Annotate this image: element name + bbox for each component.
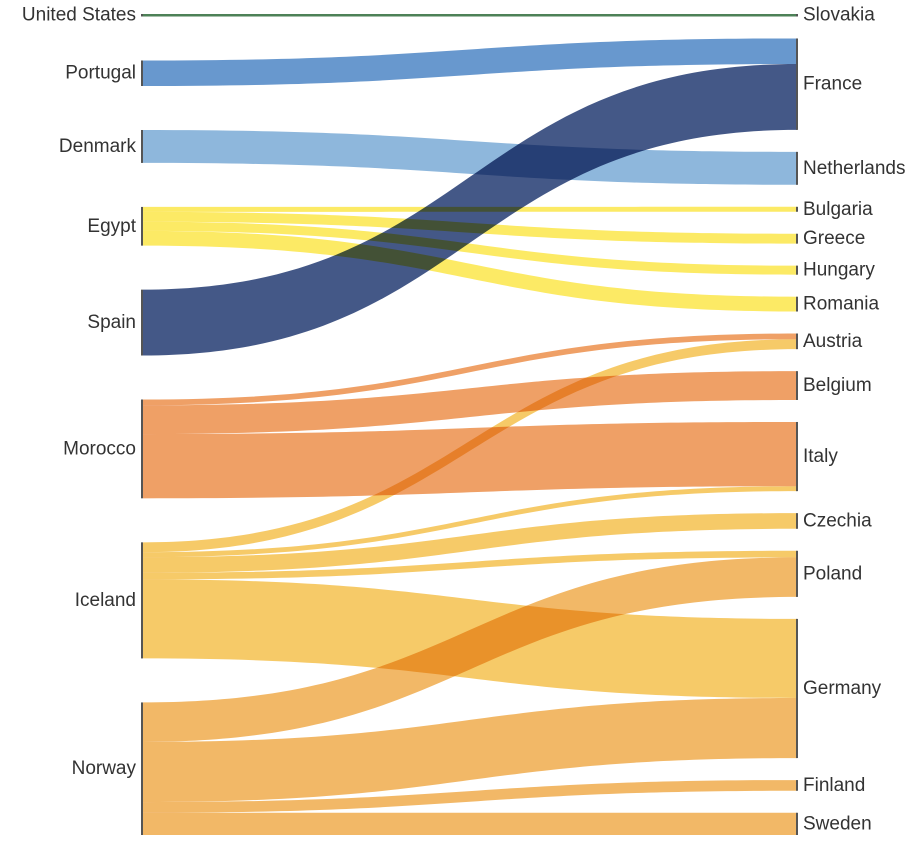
- target-node-hungary: [796, 265, 798, 275]
- flow-iceland-to-czechia: [143, 513, 797, 573]
- source-label-denmark: Denmark: [59, 136, 137, 157]
- target-node-sweden: [796, 812, 798, 835]
- flow-iceland-to-austria: [143, 339, 797, 553]
- target-node-poland: [796, 550, 798, 597]
- flow-norway-to-sweden: [143, 812, 797, 835]
- label-layer: United States Portugal Denmark Egypt Spain Mo…: [22, 5, 906, 835]
- flow-egypt-to-hungary: [143, 221, 797, 275]
- flow-layer: [143, 14, 797, 835]
- flow-denmark-to-netherlands: [143, 129, 797, 185]
- target-label-romania: Romania: [803, 294, 879, 315]
- target-node-netherlands: [796, 151, 798, 185]
- flow-portugal-to-france: [143, 38, 797, 86]
- flow-iceland-to-italy: [143, 486, 797, 558]
- target-node-finland: [796, 780, 798, 791]
- flow-spain-to-france: [143, 63, 797, 356]
- source-node-morocco: [141, 399, 143, 499]
- source-node-portugal: [141, 60, 143, 86]
- source-label-morocco: Morocco: [63, 438, 136, 459]
- source-node-spain: [141, 289, 143, 356]
- target-label-italy: Italy: [803, 446, 838, 467]
- target-node-bulgaria: [796, 206, 798, 212]
- target-label-belgium: Belgium: [803, 375, 872, 396]
- source-label-iceland: Iceland: [75, 590, 136, 611]
- target-label-france: France: [803, 74, 862, 95]
- target-label-slovakia: Slovakia: [803, 5, 875, 26]
- flow-norway-to-germany: [143, 697, 797, 803]
- target-node-greece: [796, 233, 798, 244]
- source-node-denmark: [141, 129, 143, 163]
- target-node-austria: [796, 333, 798, 350]
- source-label-united-states: United States: [22, 5, 136, 26]
- flow-norway-to-poland: [143, 557, 797, 742]
- source-node-iceland: [141, 542, 143, 659]
- target-node-romania: [796, 296, 798, 312]
- flow-morocco-to-belgium: [143, 371, 797, 435]
- flow-iceland-to-poland: [143, 550, 797, 580]
- flow-egypt-to-romania: [143, 230, 797, 312]
- flow-norway-to-finland: [143, 780, 797, 813]
- node-layer: [141, 14, 798, 835]
- target-node-germany: [796, 618, 798, 759]
- target-node-italy: [796, 421, 798, 492]
- source-label-egypt: Egypt: [87, 216, 136, 237]
- source-label-portugal: Portugal: [65, 63, 136, 84]
- target-label-sweden: Sweden: [803, 813, 872, 834]
- target-node-czechia: [796, 513, 798, 529]
- source-node-united-states: [141, 14, 143, 17]
- target-label-finland: Finland: [803, 775, 865, 796]
- source-node-norway: [141, 702, 143, 835]
- target-label-poland: Poland: [803, 563, 862, 584]
- target-label-netherlands: Netherlands: [803, 158, 905, 179]
- source-node-egypt: [141, 206, 143, 246]
- target-node-belgium: [796, 371, 798, 400]
- target-label-austria: Austria: [803, 331, 863, 352]
- target-label-bulgaria: Bulgaria: [803, 199, 873, 220]
- target-label-germany: Germany: [803, 678, 882, 699]
- flow-morocco-to-austria: [143, 333, 797, 406]
- target-node-slovakia: [796, 14, 798, 17]
- flow-united-states-to-slovakia: [143, 14, 797, 17]
- source-label-norway: Norway: [72, 758, 137, 779]
- target-label-greece: Greece: [803, 228, 865, 249]
- target-label-hungary: Hungary: [803, 260, 875, 281]
- target-node-france: [796, 38, 798, 130]
- source-label-spain: Spain: [87, 312, 136, 333]
- target-label-czechia: Czechia: [803, 510, 872, 531]
- flow-morocco-to-italy: [143, 421, 797, 499]
